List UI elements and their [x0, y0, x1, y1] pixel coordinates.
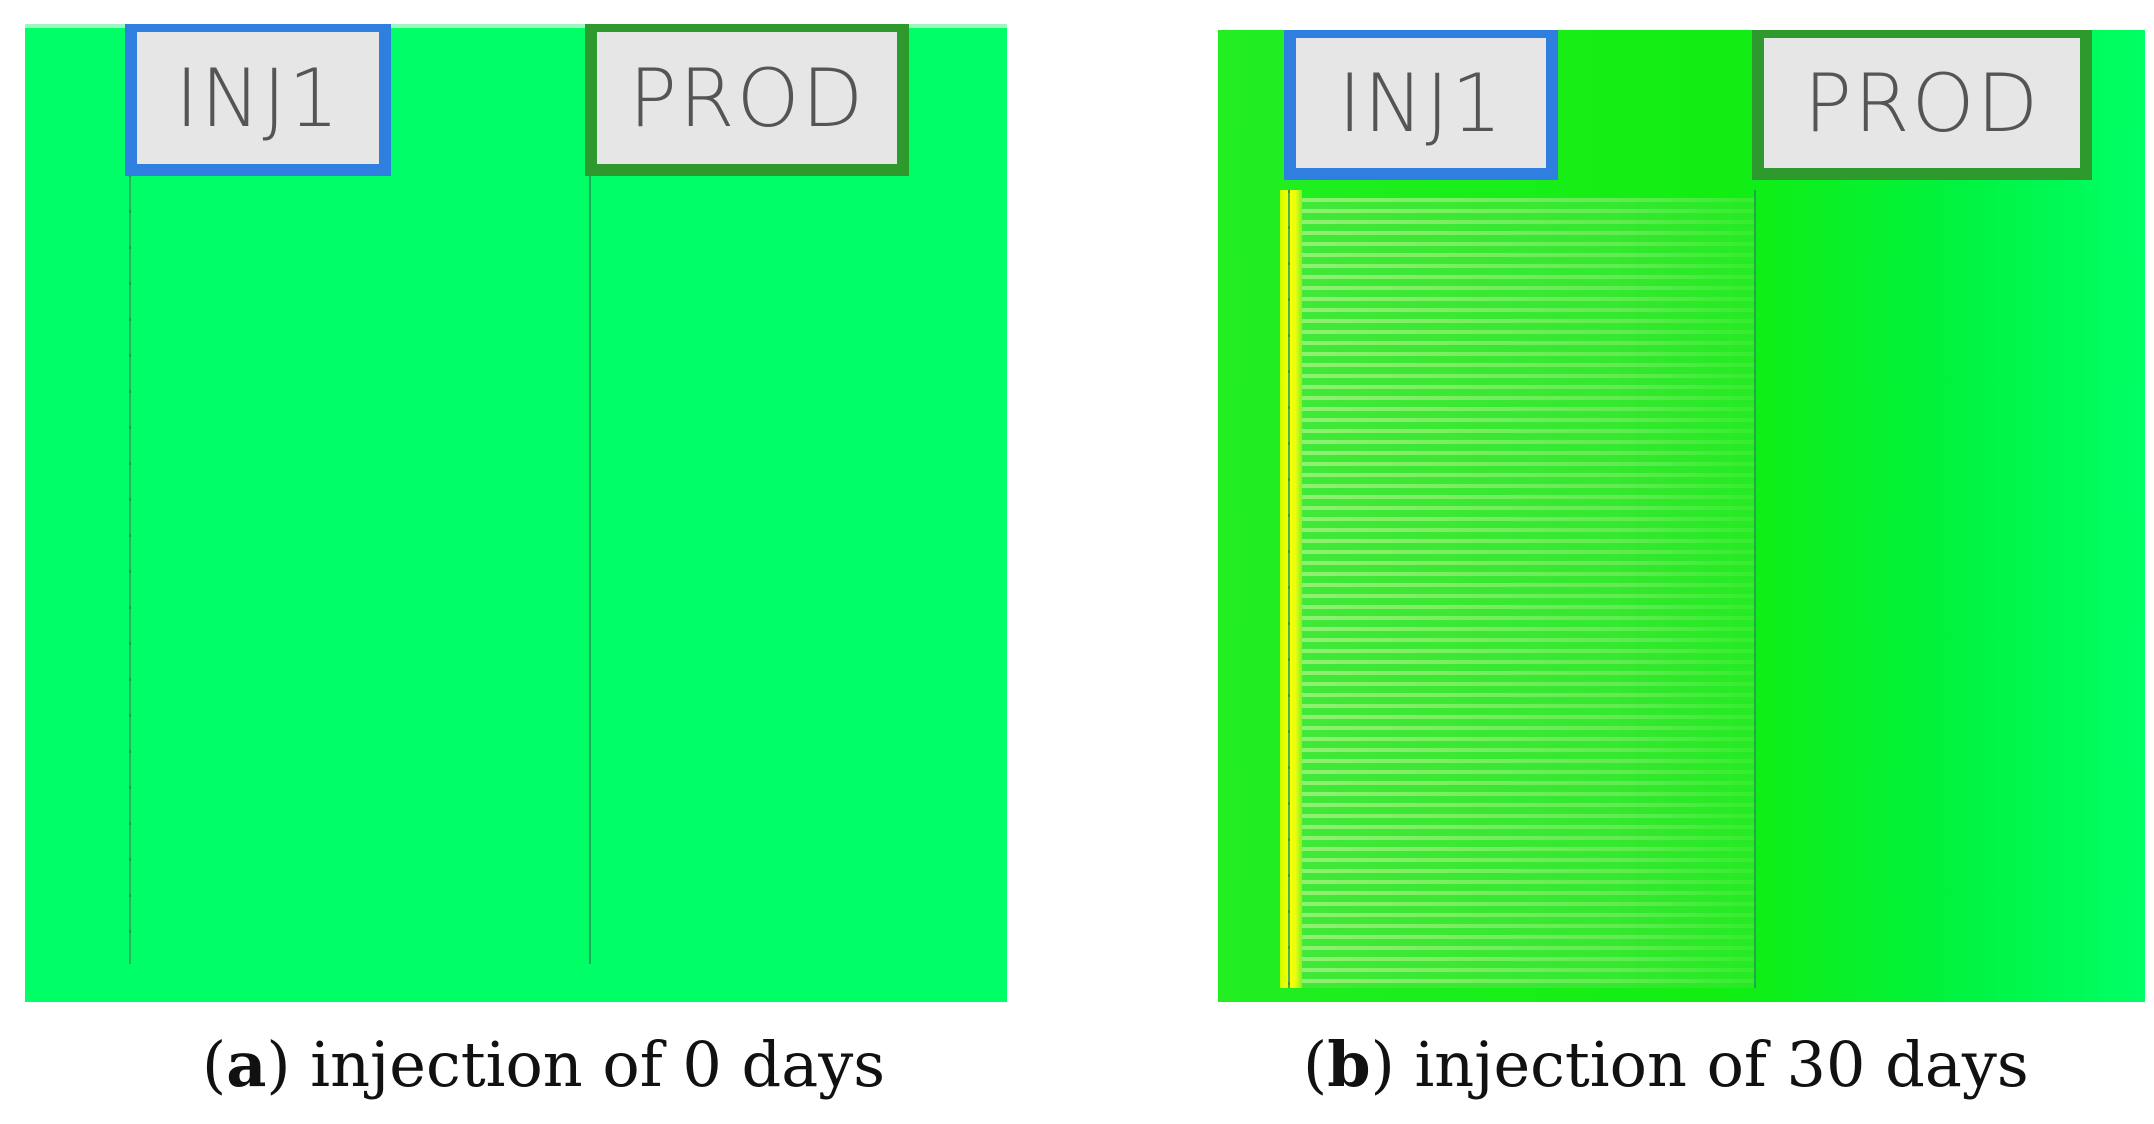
- caption-a: (a) injection of 0 days: [202, 1028, 886, 1101]
- caption-text: injection of 30 days: [1414, 1028, 2029, 1101]
- injector-well-trace: [129, 174, 131, 964]
- producer-well-label: PROD: [585, 24, 909, 176]
- caption-b: (b) injection of 30 days: [1303, 1028, 2029, 1101]
- caption-letter: b: [1327, 1028, 1371, 1101]
- injector-well-label: INJ1: [125, 24, 391, 176]
- caption-letter: a: [226, 1028, 267, 1101]
- injector-well-label: INJ1: [1284, 30, 1558, 180]
- injector-well-trace: [1288, 190, 1290, 988]
- panel-top-edge: [25, 24, 1007, 28]
- producer-well-trace: [1754, 190, 1756, 988]
- swept-layer-fade: [1302, 198, 1756, 988]
- producer-well-trace: [589, 174, 591, 964]
- simulation-panel-a: INJ1 PROD: [25, 24, 1007, 1002]
- flood-front-zone: [1280, 190, 1302, 988]
- simulation-panel-b: INJ1 PROD: [1218, 30, 2145, 1002]
- caption-text: injection of 0 days: [310, 1028, 886, 1101]
- producer-well-label: PROD: [1752, 30, 2092, 180]
